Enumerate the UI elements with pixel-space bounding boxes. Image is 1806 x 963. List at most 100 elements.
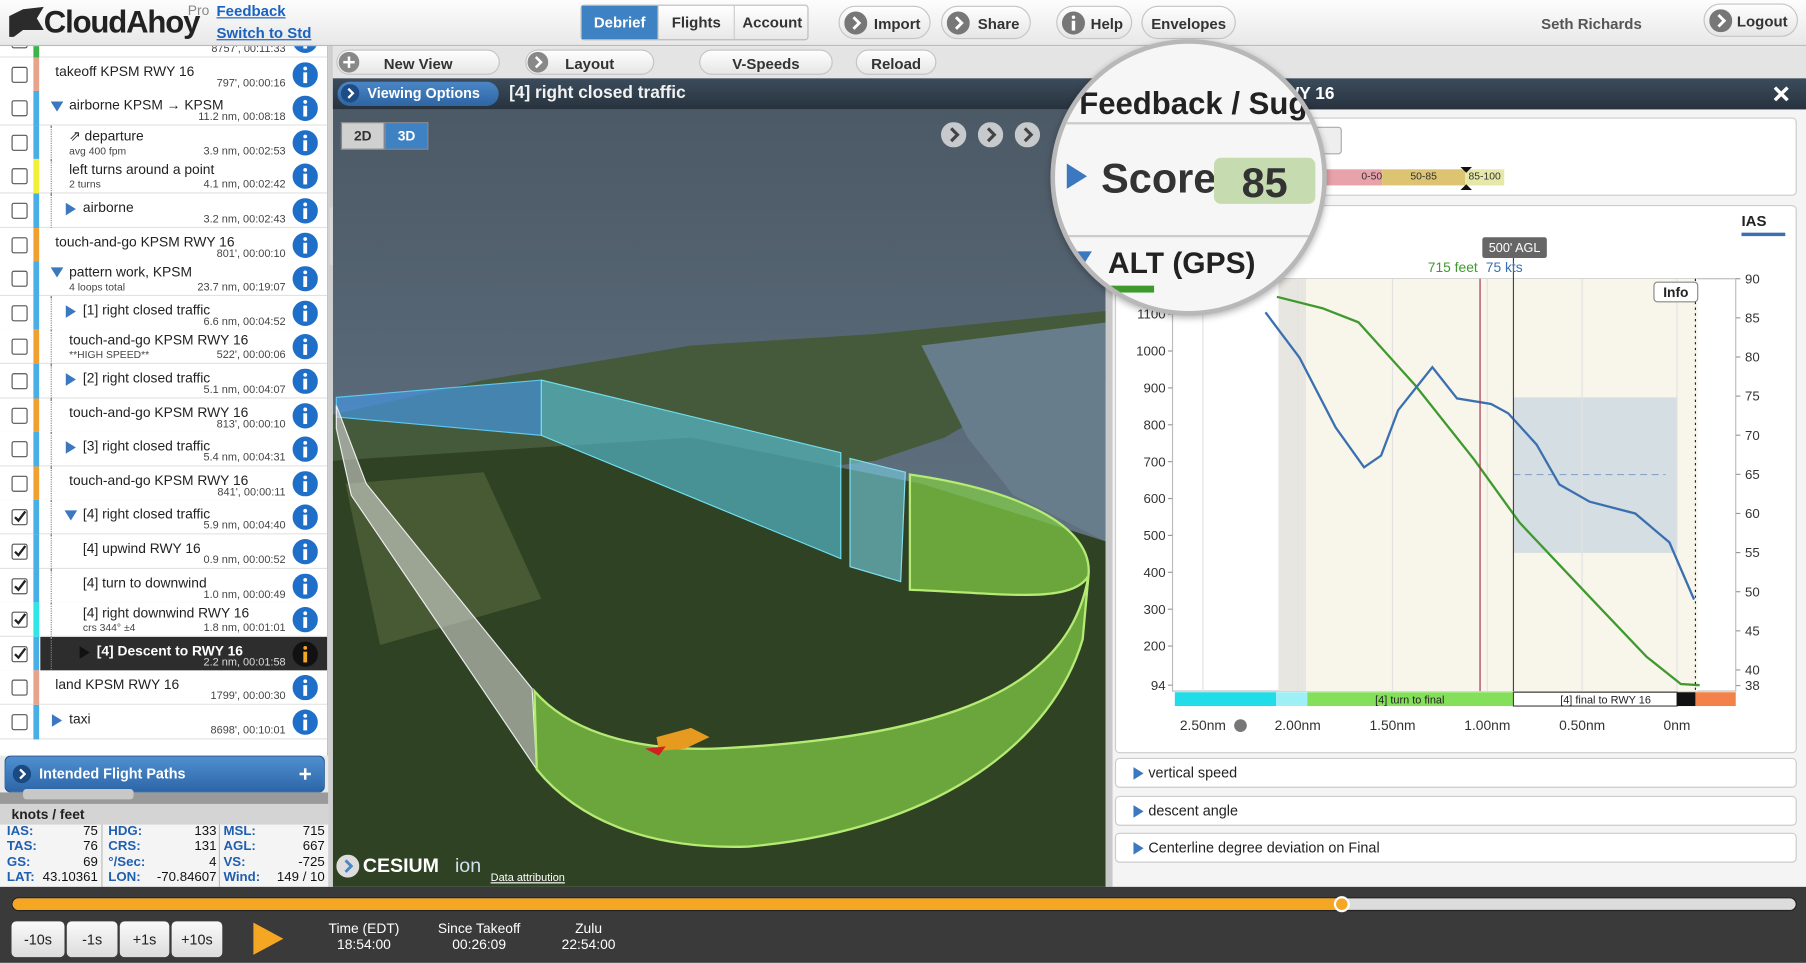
collapsed-section[interactable]: vertical speed: [1114, 757, 1797, 788]
icon[interactable]: [292, 607, 318, 633]
checkbox[interactable]: [11, 441, 28, 458]
segment-stats: 0.9 nm, 00:00:52: [203, 554, 286, 567]
checkbox[interactable]: [11, 543, 28, 560]
segment-row[interactable]: touch-and-go KPSM RWY 16 841', 00:00:11: [0, 466, 328, 501]
icon[interactable]: [292, 129, 318, 156]
segment-row[interactable]: airborne 3.2 nm, 00:02:43: [0, 193, 328, 229]
segment-row[interactable]: left turns around a point 2 turns 4.1 nm, …: [0, 159, 328, 194]
icon[interactable]: [1014, 122, 1041, 148]
viewing-options[interactable]: Viewing Options: [337, 81, 499, 106]
checkbox[interactable]: [11, 339, 28, 356]
icon[interactable]: [292, 198, 318, 224]
icon[interactable]: [292, 539, 318, 565]
icon[interactable]: [292, 61, 318, 88]
checkbox[interactable]: [11, 100, 28, 117]
logout-button[interactable]: Logout: [1703, 3, 1798, 37]
icon[interactable]: [292, 334, 318, 360]
checkbox[interactable]: [11, 202, 28, 219]
toolbar-button[interactable]: Reload: [855, 49, 937, 75]
segment-row[interactable]: [4] right closed traffic 5.9 nm, 00:04:40: [0, 500, 328, 535]
nav-tab[interactable]: Debrief: [581, 5, 658, 40]
ribbon-green: [533, 473, 1090, 848]
checkbox[interactable]: [11, 134, 28, 151]
view-mode[interactable]: 3D: [384, 122, 429, 150]
segment-row[interactable]: [1] right closed traffic 6.6 nm, 00:04:52: [0, 295, 328, 331]
toolbar-button[interactable]: Layout: [525, 49, 655, 75]
segment-row[interactable]: ⇗ departure avg 400 fpm 3.9 nm, 00:02:53: [0, 125, 328, 160]
icon: [299, 768, 311, 780]
checkbox[interactable]: [11, 270, 28, 288]
icon[interactable]: [293, 46, 318, 53]
segment-row[interactable]: [4] turn to downwind 1.0 nm, 00:00:49: [0, 568, 328, 604]
intended-paths[interactable]: Intended Flight Paths: [4, 755, 325, 793]
switch-link[interactable]: Switch to Std: [216, 24, 312, 42]
icon[interactable]: [292, 675, 318, 701]
segment-row[interactable]: takeoff KPSM RWY 16 797', 00:00:16: [0, 57, 328, 92]
step-button[interactable]: -10s: [11, 921, 65, 958]
segment-row[interactable]: [4] right downwind RWY 16 crs 344° ±4 1.8 …: [0, 602, 328, 638]
nav-tab[interactable]: Account: [733, 5, 810, 40]
timeline-handle[interactable]: [1333, 896, 1350, 913]
checkbox[interactable]: [11, 373, 28, 390]
icon[interactable]: [292, 300, 318, 326]
icon[interactable]: [292, 641, 318, 667]
y-tick-label: 600: [1144, 491, 1166, 506]
icon[interactable]: [292, 504, 318, 531]
header-button[interactable]: Import: [838, 5, 931, 40]
step-button[interactable]: +10s: [171, 921, 223, 958]
view-mode[interactable]: 2D: [340, 122, 385, 150]
segment-row[interactable]: [2] right closed traffic 5.1 nm, 00:04:07: [0, 363, 328, 399]
segment-row[interactable]: touch-and-go KPSM RWY 16 801', 00:00:10: [0, 227, 328, 263]
icon[interactable]: [977, 122, 1004, 148]
checkbox[interactable]: [11, 475, 28, 492]
segment-row[interactable]: [3] right closed traffic 5.4 nm, 00:04:31: [0, 432, 328, 467]
collapsed-section[interactable]: Centerline degree deviation on Final: [1114, 832, 1797, 863]
checkbox[interactable]: [11, 645, 28, 663]
checkbox[interactable]: [11, 168, 28, 185]
play-button[interactable]: [251, 921, 286, 956]
collapsed-section[interactable]: descent angle: [1114, 795, 1797, 826]
icon[interactable]: [292, 368, 318, 394]
icon[interactable]: [292, 164, 318, 190]
icon[interactable]: [292, 573, 318, 599]
header-button[interactable]: Share: [941, 5, 1031, 40]
toolbar-button[interactable]: V-Speeds: [699, 49, 833, 75]
step-button[interactable]: -1s: [66, 921, 118, 958]
icon[interactable]: [941, 122, 967, 148]
header-button[interactable]: Help: [1056, 5, 1133, 40]
feedback-link[interactable]: Feedback: [216, 2, 286, 20]
step-button[interactable]: +1s: [119, 921, 170, 958]
segment-row[interactable]: taxi 8698', 00:10:01: [0, 704, 328, 740]
close-button[interactable]: [1773, 86, 1789, 102]
segment-row[interactable]: touch-and-go KPSM RWY 16 **HIGH SPEED** 52…: [0, 329, 328, 365]
segment-row[interactable]: 8757', 00:11:33: [0, 46, 328, 58]
checkbox[interactable]: [11, 304, 28, 322]
checkbox[interactable]: [11, 611, 28, 628]
icon[interactable]: [292, 436, 318, 463]
header-button[interactable]: Envelopes: [1141, 5, 1236, 40]
icon[interactable]: [292, 232, 318, 258]
checkbox[interactable]: [11, 577, 28, 594]
icon[interactable]: [292, 470, 318, 497]
segment-row[interactable]: pattern work, KPSM 4 loops total 23.7 nm, …: [0, 261, 328, 297]
checkbox[interactable]: [11, 714, 28, 731]
icon[interactable]: [292, 266, 318, 292]
segment-row[interactable]: touch-and-go KPSM RWY 16 813', 00:00:10: [0, 398, 328, 433]
segment-row[interactable]: [4] upwind RWY 16 0.9 nm, 00:00:52: [0, 534, 328, 569]
nav-tab[interactable]: Flights: [657, 5, 734, 40]
checkbox[interactable]: [11, 680, 28, 697]
icon[interactable]: [292, 709, 318, 735]
toolbar-button[interactable]: New View: [336, 49, 500, 75]
icon[interactable]: [292, 95, 318, 122]
instrument-value: 133: [194, 824, 217, 839]
segment-row[interactable]: land KPSM RWY 16 1799', 00:00:30: [0, 670, 328, 706]
attribution[interactable]: Data attribution: [490, 871, 565, 885]
checkbox[interactable]: [11, 46, 28, 49]
segment-row[interactable]: [4] Descent to RWY 16 2.2 nm, 00:01:58: [0, 636, 328, 672]
checkbox[interactable]: [11, 236, 28, 253]
icon[interactable]: [292, 402, 318, 428]
checkbox[interactable]: [11, 66, 28, 83]
segment-row[interactable]: airborne KPSM → KPSM 11.2 nm, 00:08:18: [0, 91, 328, 126]
checkbox[interactable]: [11, 407, 28, 424]
checkbox[interactable]: [11, 509, 28, 526]
